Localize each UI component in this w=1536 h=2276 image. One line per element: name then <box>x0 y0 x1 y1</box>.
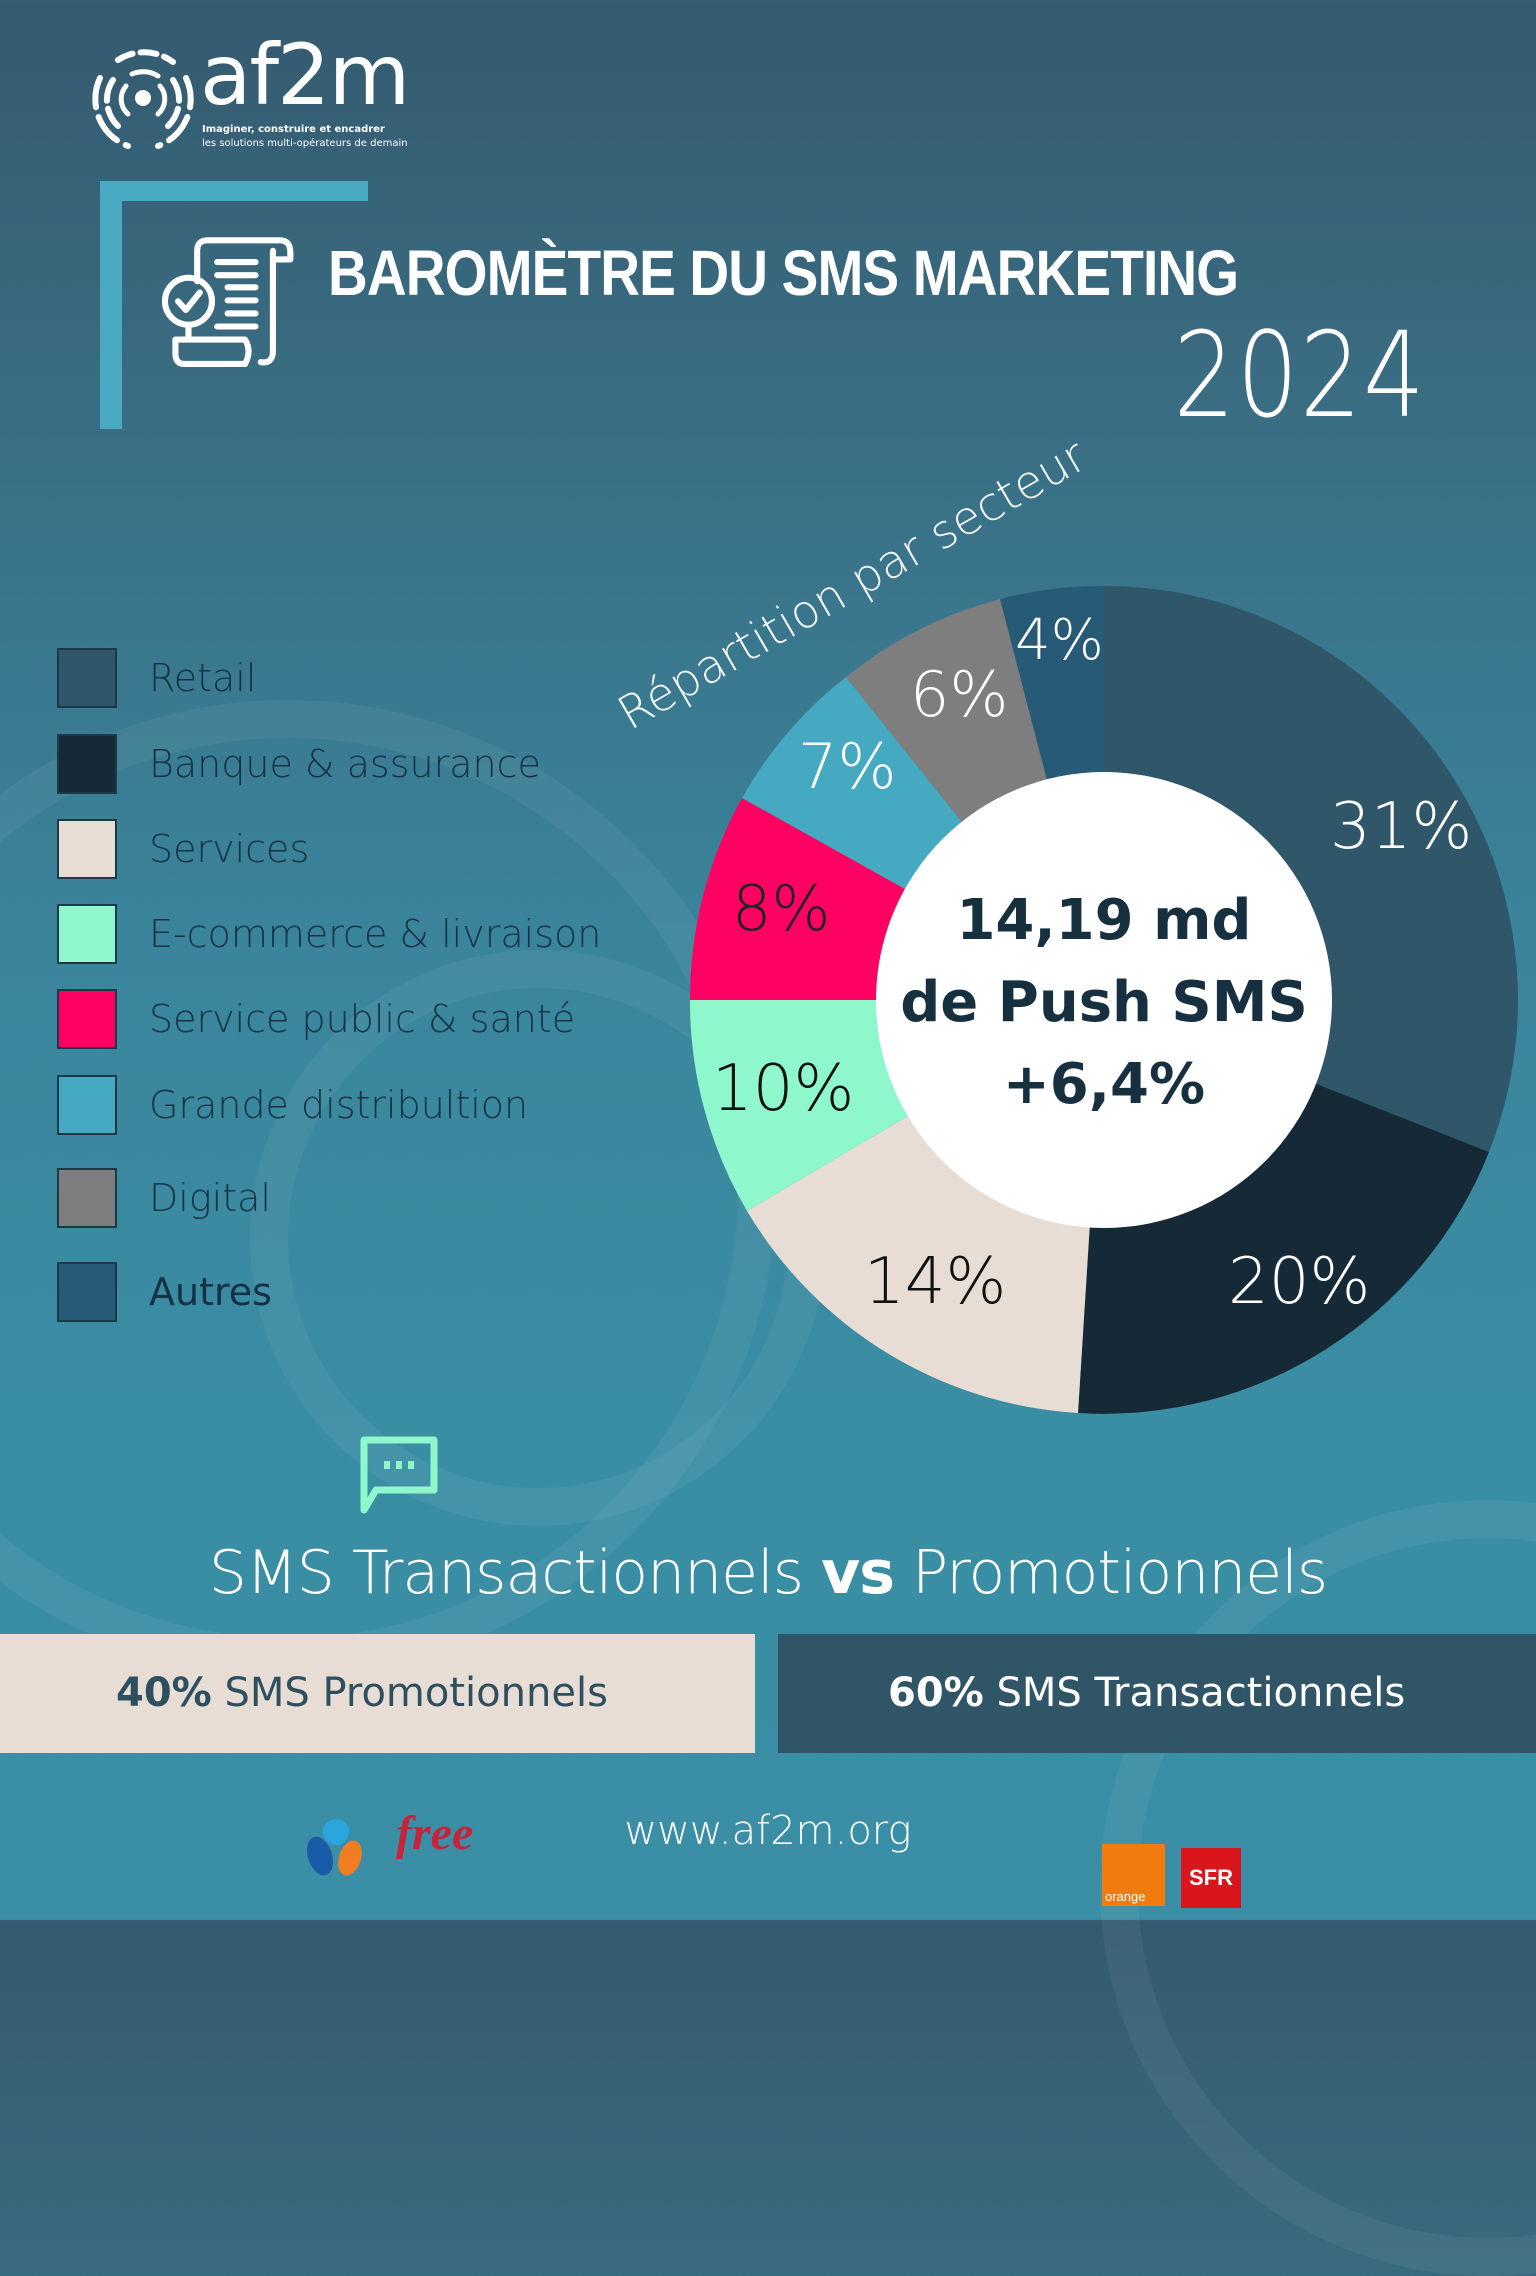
legend-swatch <box>57 819 117 879</box>
year-label: 2024 <box>1173 306 1426 444</box>
legend-item-digital: Digital <box>57 1168 617 1232</box>
slice-label-ecommerce: 10% <box>712 1052 855 1126</box>
sfr-logo: SFR <box>1181 1848 1241 1908</box>
slice-label-digital: 6% <box>910 658 1009 731</box>
orange-logo: orange <box>1102 1844 1165 1906</box>
center-caption: de Push SMS <box>900 970 1308 1035</box>
logo-tagline-1: Imaginer, construire et encadrer <box>202 124 385 135</box>
logo-wordmark: af2m <box>200 26 410 124</box>
transactionnels-text: 60% SMS Transactionnels <box>888 1670 1405 1716</box>
sfr-logo-text: SFR <box>1189 1865 1233 1890</box>
heading-vs: vs <box>821 1538 895 1608</box>
legend-item-banque: Banque & assurance <box>57 734 617 798</box>
af2m-logo: af2m Imaginer, construire et encadrer le… <box>88 26 410 158</box>
donut-hole <box>876 772 1332 1228</box>
donut-center-label: 14,19 md de Push SMS +6,4% <box>880 880 1328 1126</box>
legend-swatch <box>57 648 117 708</box>
legend-label: Retail <box>149 656 257 700</box>
free-logo: free <box>396 1807 474 1860</box>
chat-bubble-icon <box>360 1436 438 1514</box>
slice-label-service-public: 8% <box>732 872 831 945</box>
promotionnels-bar: 40% SMS Promotionnels <box>0 1634 755 1753</box>
transactionnels-bar: 60% SMS Transactionnels <box>778 1634 1536 1753</box>
frame-left-bar <box>100 181 122 429</box>
legend-label: Banque & assurance <box>149 742 541 786</box>
donut-chart <box>689 585 1518 1414</box>
transactionnels-label: SMS Transactionnels <box>983 1670 1406 1716</box>
legend-label: Grande distribultion <box>149 1083 529 1127</box>
legend-swatch <box>57 1075 117 1135</box>
legend-item-retail: Retail <box>57 648 617 712</box>
legend-item-services: Services <box>57 819 617 883</box>
slice-label-autres: 4% <box>1015 608 1104 673</box>
website-link[interactable]: www.af2m.org <box>624 1808 912 1854</box>
promotionnels-pct: 40% <box>116 1670 212 1716</box>
document-check-icon <box>161 237 294 367</box>
promotionnels-text: 40% SMS Promotionnels <box>116 1670 608 1716</box>
transactionnels-pct: 60% <box>888 1670 984 1716</box>
legend-label: Services <box>149 827 310 871</box>
legend-swatch <box>57 1262 117 1322</box>
legend-item-service-public: Service public & santé <box>57 989 617 1053</box>
orange-logo-text: orange <box>1105 1889 1146 1904</box>
slice-label-grande-distribution: 7% <box>798 730 897 803</box>
legend-label: Digital <box>149 1176 271 1220</box>
legend-item-ecommerce: E-commerce & livraison <box>57 904 617 968</box>
slice-label-banque: 20% <box>1228 1245 1371 1319</box>
heading-transactionnels: SMS Transactionnels <box>208 1538 822 1608</box>
promotionnels-label: SMS Promotionnels <box>211 1670 608 1716</box>
legend-item-grande-distribution: Grande distribultion <box>57 1075 617 1139</box>
legend-label: Autres <box>149 1270 272 1314</box>
logo-tagline-2: les solutions multi-opérateurs de demain <box>202 138 408 149</box>
legend-label: Service public & santé <box>149 997 576 1041</box>
frame-top-bar <box>100 181 368 201</box>
legend-swatch <box>57 904 117 964</box>
center-total: 14,19 md <box>956 888 1252 953</box>
slice-label-retail: 31% <box>1330 790 1473 864</box>
legend-label: E-commerce & livraison <box>149 912 602 956</box>
slice-label-services: 14% <box>864 1245 1007 1319</box>
legend-swatch <box>57 989 117 1049</box>
signal-waves-icon <box>92 49 194 149</box>
legend-swatch <box>57 734 117 794</box>
comparison-heading: SMS Transactionnels vs Promotionnels <box>0 1538 1536 1608</box>
legend-item-autres: Autres <box>57 1262 617 1326</box>
center-growth: +6,4% <box>1002 1052 1206 1117</box>
heading-promotionnels: Promotionnels <box>893 1538 1328 1608</box>
page-title: BAROMÈTRE DU SMS MARKETING <box>328 237 1239 309</box>
legend-swatch <box>57 1168 117 1228</box>
bouygues-telecom-logo <box>307 1819 362 1876</box>
